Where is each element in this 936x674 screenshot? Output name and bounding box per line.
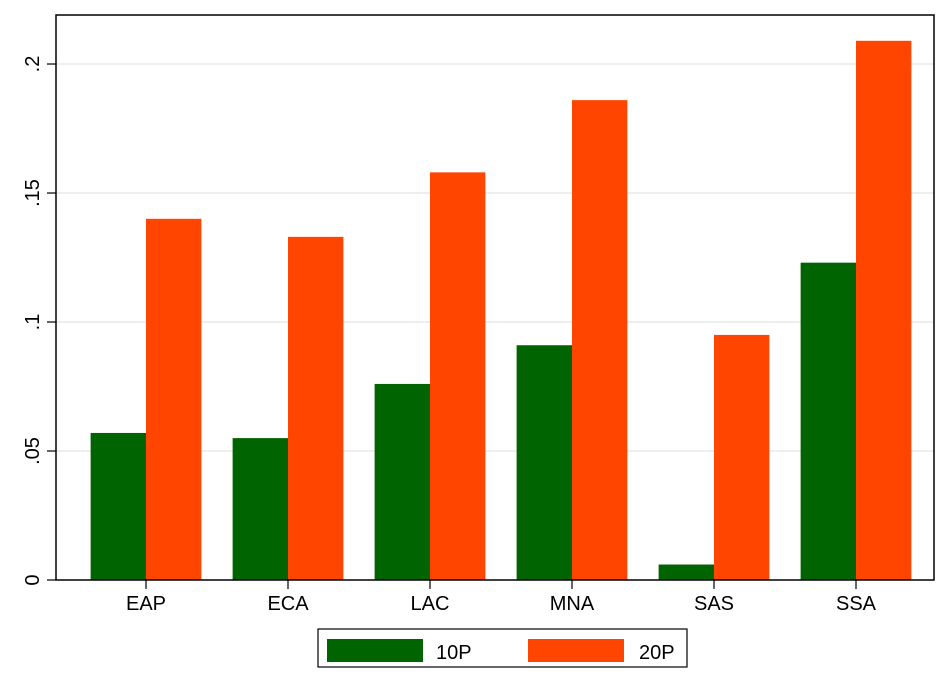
bar-10p-sas xyxy=(658,564,714,580)
legend-swatch-20p xyxy=(528,639,624,662)
y-tick-label: .05 xyxy=(22,437,44,465)
legend-label-20p: 20P xyxy=(639,642,675,664)
x-tick-label: SSA xyxy=(836,593,877,615)
bar-20p-eca xyxy=(288,236,344,581)
x-tick-label: ECA xyxy=(267,593,309,615)
legend-swatch-10p xyxy=(327,639,423,662)
y-tick-label: .1 xyxy=(22,314,44,331)
y-axis-ticks: 0 .05 .1 .15 .2 xyxy=(22,56,56,586)
bar-10p-eca xyxy=(232,438,288,580)
x-tick-label: SAS xyxy=(694,593,734,615)
y-tick-label: .2 xyxy=(22,56,44,73)
plot-frame xyxy=(55,14,935,581)
y-tick-label: .15 xyxy=(22,179,44,207)
bar-20p-lac xyxy=(430,172,486,580)
bars xyxy=(90,40,912,581)
bar-20p-sas xyxy=(714,334,770,580)
x-tick-label: MNA xyxy=(550,593,595,615)
bar-20p-eap xyxy=(146,218,202,580)
bar-10p-lac xyxy=(374,383,430,580)
x-tick-label: EAP xyxy=(126,593,166,615)
gridlines xyxy=(56,63,934,452)
bar-10p-eap xyxy=(90,432,146,580)
bar-10p-ssa xyxy=(800,262,856,580)
bar-20p-ssa xyxy=(856,40,912,581)
y-tick-label: 0 xyxy=(22,574,44,585)
legend: 10P 20P xyxy=(317,628,688,668)
x-tick-label: LAC xyxy=(411,593,450,615)
x-axis-ticks: EAP ECA LAC MNA SAS SSA xyxy=(126,580,877,615)
bar-10p-mna xyxy=(516,345,572,580)
legend-label-10p: 10P xyxy=(436,642,472,664)
bar-20p-mna xyxy=(572,100,628,580)
